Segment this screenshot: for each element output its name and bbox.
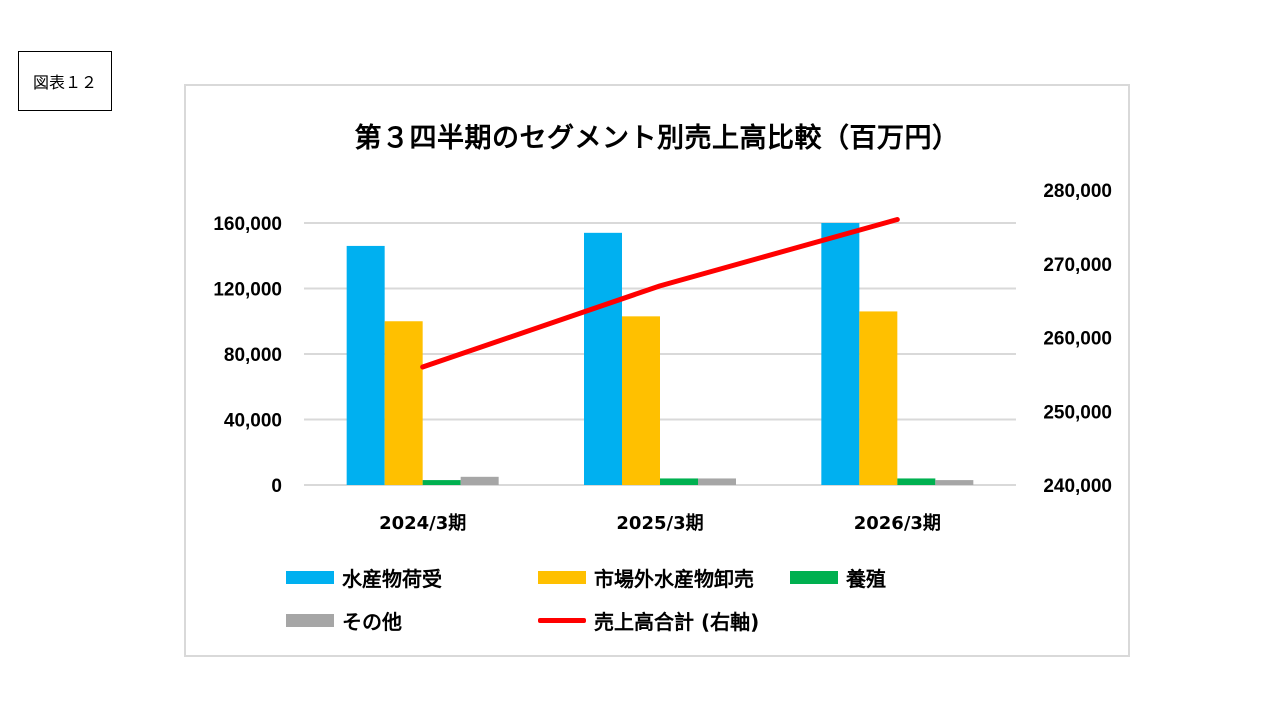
bar — [660, 478, 698, 485]
bar — [384, 321, 423, 485]
y-left-tick-label: 120,000 — [213, 280, 282, 301]
total-sales-line — [420, 217, 900, 370]
y-left-tick-label: 0 — [271, 476, 282, 497]
y-right-tick-label: 260,000 — [1043, 329, 1112, 350]
legend-item: 養殖 — [790, 563, 886, 592]
legend-label: 養殖 — [846, 567, 886, 591]
y-left-tick-label: 80,000 — [224, 345, 282, 366]
bar — [698, 478, 736, 485]
bar — [346, 245, 385, 485]
y-left-tick-label: 40,000 — [224, 411, 282, 432]
chart-title: 第３四半期のセグメント別売上高比較（百万円） — [354, 123, 960, 154]
legend-swatch — [538, 571, 586, 584]
x-category-label: 2025/3期 — [616, 513, 703, 534]
bar — [584, 232, 622, 485]
legend-label: 水産物荷受 — [342, 567, 442, 591]
bar — [935, 480, 974, 485]
y-right-tick-label: 270,000 — [1043, 255, 1112, 276]
chart-legend: 水産物荷受 市場外水産物卸売 養殖その他 売上高合計 (右軸) — [286, 563, 886, 643]
x-category-label: 2024/3期 — [379, 513, 466, 534]
legend-label: 売上高合計 (右軸) — [594, 610, 760, 634]
legend-swatch — [538, 618, 586, 623]
bar — [897, 478, 936, 485]
legend-swatch — [286, 571, 334, 584]
y-right-tick-label: 240,000 — [1043, 476, 1112, 497]
chart-plot: 0 40,000 80,000 120,000 160,000 240,000 250,00… — [213, 181, 1112, 534]
legend-swatch — [286, 614, 334, 627]
figure-label: 図表１２ — [18, 51, 112, 111]
legend-label: その他 — [342, 610, 402, 634]
bar — [460, 476, 499, 485]
y-right-tick-label: 280,000 — [1043, 181, 1112, 202]
legend-item: 市場外水産物卸売 — [538, 563, 754, 592]
legend-item: 水産物荷受 — [286, 563, 442, 592]
bar — [422, 480, 461, 485]
x-category-label: 2026/3期 — [854, 513, 941, 534]
legend-item: 売上高合計 (右軸) — [538, 606, 759, 635]
bar — [859, 311, 898, 485]
chart-frame: 第３四半期のセグメント別売上高比較（百万円） 0 40,000 80,000 120,… — [184, 84, 1130, 657]
bar — [622, 316, 660, 485]
y-right-tick-label: 250,000 — [1043, 402, 1112, 423]
bar — [821, 223, 860, 485]
legend-swatch — [790, 571, 838, 584]
legend-label: 市場外水産物卸売 — [594, 567, 754, 591]
legend-item: その他 — [286, 606, 402, 635]
y-left-tick-label: 160,000 — [213, 214, 282, 235]
